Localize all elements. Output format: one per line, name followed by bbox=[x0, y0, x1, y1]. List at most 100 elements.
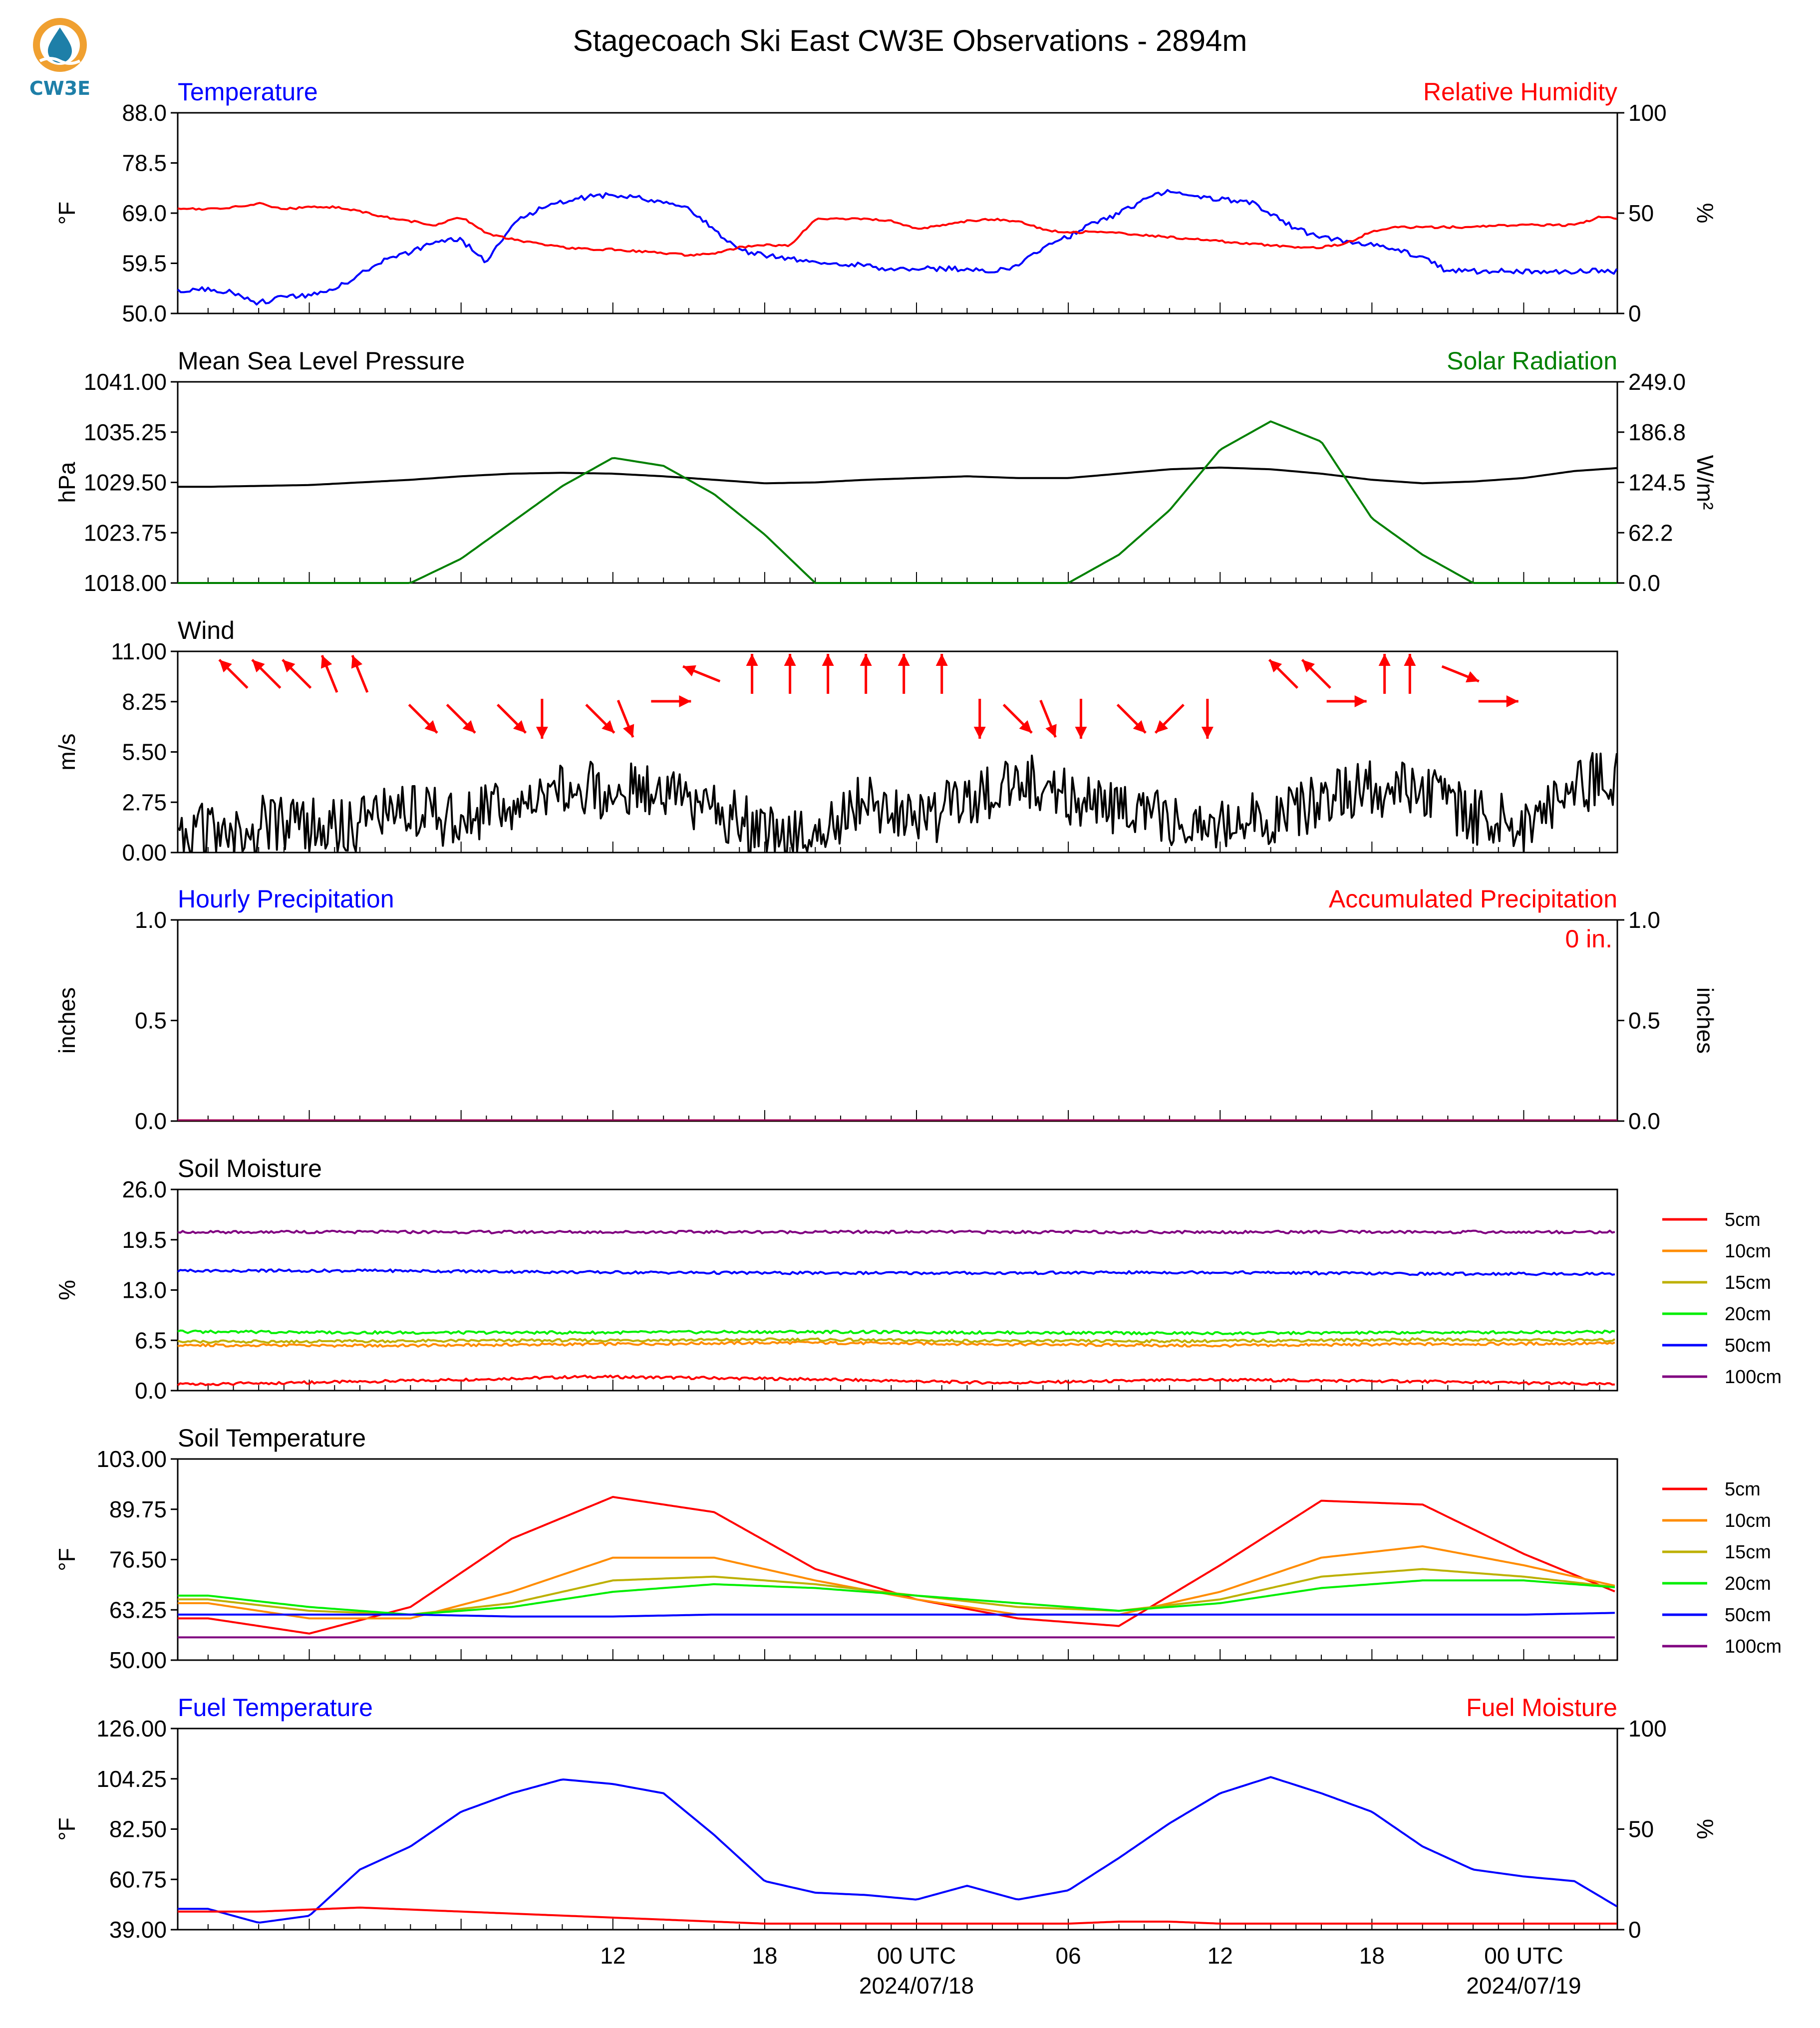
wind-arrow-head bbox=[282, 659, 296, 673]
wind-arrow-head bbox=[1201, 727, 1213, 739]
panel-temperature: Temperature Relative Humidity 50.0 59.5 69.0… bbox=[54, 78, 1718, 326]
y-tick-label: 13.0 bbox=[122, 1277, 167, 1303]
wind-arrow bbox=[1378, 654, 1391, 694]
wind-arrow bbox=[446, 703, 476, 734]
logo-drop bbox=[48, 27, 72, 63]
y-tick-label: 88.0 bbox=[122, 100, 167, 126]
legend-label: 100cm bbox=[1725, 1367, 1782, 1388]
logo-wave bbox=[39, 57, 81, 65]
y-tick-label: 5.50 bbox=[122, 739, 167, 765]
panel-title-right: Solar Radiation bbox=[1447, 347, 1617, 375]
series-fuel-moisture bbox=[178, 1906, 1617, 1925]
wind-arrow bbox=[1039, 699, 1057, 738]
y-tick-label: 0.0 bbox=[135, 1378, 167, 1404]
x-tick-label: 18 bbox=[1359, 1943, 1385, 1969]
panel-title-right: Fuel Moisture bbox=[1466, 1694, 1617, 1722]
x-tick-label: 12 bbox=[1208, 1943, 1233, 1969]
wind-arrow bbox=[408, 703, 438, 734]
panel-title-left: Temperature bbox=[178, 78, 318, 106]
logo-text: CW3E bbox=[29, 77, 90, 99]
wind-arrow bbox=[251, 658, 282, 689]
wind-arrow-head bbox=[898, 654, 910, 666]
series-5cm bbox=[177, 1374, 1615, 1387]
series-15cm bbox=[177, 1337, 1616, 1344]
wind-arrow-head bbox=[602, 720, 614, 733]
panel-title-left: Hourly Precipitation bbox=[178, 885, 394, 913]
y-tick-label-right: 0 bbox=[1628, 300, 1641, 326]
x-tick-label: 12 bbox=[600, 1943, 625, 1969]
y-axis-label-right: % bbox=[1692, 203, 1718, 224]
panel-soil_temperature: Soil Temperature 50.00 63.25 76.50 89.75 103.… bbox=[54, 1424, 1782, 1673]
y-tick-label-right: 100 bbox=[1628, 1716, 1667, 1741]
y-tick-label-right: 124.5 bbox=[1628, 470, 1686, 496]
wind-arrow-head bbox=[973, 727, 986, 739]
y-tick-label-right: 249.0 bbox=[1628, 369, 1686, 395]
y-tick-label: 50.00 bbox=[109, 1647, 167, 1673]
y-tick-label: 104.25 bbox=[96, 1766, 167, 1792]
y-tick-label-right: 50 bbox=[1628, 200, 1654, 226]
y-axis-label-right: inches bbox=[1692, 987, 1718, 1054]
plot-frame bbox=[177, 1458, 1618, 1661]
wind-arrow bbox=[282, 658, 312, 689]
wind-arrow bbox=[860, 654, 872, 694]
y-tick-label: 82.50 bbox=[109, 1816, 167, 1842]
y-tick-label: 39.00 bbox=[109, 1917, 167, 1943]
y-tick-label: 126.00 bbox=[96, 1716, 167, 1741]
wind-arrow-head bbox=[1019, 720, 1032, 733]
wind-arrow bbox=[351, 654, 369, 693]
x-tick-label: 06 bbox=[1056, 1943, 1081, 1969]
panels: Temperature Relative Humidity 50.0 59.5 69.0… bbox=[54, 78, 1782, 1943]
y-tick-label: 60.75 bbox=[109, 1866, 167, 1892]
wind-arrow-head bbox=[822, 654, 834, 666]
wind-arrow bbox=[1201, 699, 1213, 739]
wind-arrow-head bbox=[219, 659, 232, 673]
wind-arrow-head bbox=[351, 655, 363, 669]
wind-arrow bbox=[1301, 658, 1331, 689]
y-tick-label: 1023.75 bbox=[84, 520, 167, 546]
y-tick-label: 1041.00 bbox=[84, 369, 167, 395]
y-axis-label-left: °F bbox=[54, 1548, 80, 1571]
wind-arrow-head bbox=[1269, 659, 1282, 673]
x-date-label: 2024/07/19 bbox=[1466, 1973, 1581, 1999]
wind-arrow-head bbox=[746, 654, 758, 666]
x-tick-label: 00 UTC bbox=[1484, 1943, 1563, 1969]
wind-arrow-head bbox=[462, 720, 475, 733]
wind-arrow-head bbox=[1302, 659, 1315, 673]
wind-arrow-head bbox=[935, 654, 948, 666]
wind-arrow-head bbox=[424, 720, 437, 733]
wind-arrow bbox=[935, 654, 948, 694]
y-tick-label: 1.0 bbox=[135, 907, 167, 933]
series-solar-radiation bbox=[178, 420, 1617, 584]
panel-title-left: Fuel Temperature bbox=[178, 1694, 373, 1722]
wind-arrow bbox=[1075, 699, 1087, 739]
wind-arrow bbox=[1154, 703, 1185, 734]
wind-arrow-head bbox=[784, 654, 796, 666]
time-axis: 12 18 00 UTC 06 12 18 00 UTC 2024/07/18 2024/07/… bbox=[600, 1943, 1581, 1999]
wind-arrow bbox=[746, 654, 758, 694]
panel-pressure: Mean Sea Level Pressure Solar Radiation 10… bbox=[54, 347, 1718, 596]
y-tick-label-right: 0 bbox=[1628, 1917, 1641, 1943]
panel-title-left: Soil Moisture bbox=[178, 1155, 322, 1182]
series-20cm bbox=[178, 1579, 1615, 1616]
precip-total-label: 0 in. bbox=[1565, 925, 1612, 953]
y-tick-label: 1018.00 bbox=[84, 570, 167, 596]
y-tick-label: 1035.25 bbox=[84, 419, 167, 445]
legend-label: 10cm bbox=[1725, 1241, 1771, 1262]
y-tick-label: 8.25 bbox=[122, 689, 167, 715]
legend-label: 10cm bbox=[1725, 1510, 1771, 1531]
y-tick-label: 11.00 bbox=[111, 638, 167, 664]
wind-arrow bbox=[1116, 703, 1147, 734]
wind-arrow bbox=[320, 654, 338, 693]
y-axis-label-left: °F bbox=[54, 202, 80, 225]
y-axis-label-left: % bbox=[54, 1280, 80, 1300]
series-50cm bbox=[177, 1268, 1615, 1276]
wind-arrow-head bbox=[1045, 724, 1057, 738]
panel-title-left: Mean Sea Level Pressure bbox=[178, 347, 465, 375]
panel-wind: Wind 0.00 2.75 5.50 8.25 11.00 m/s bbox=[54, 616, 1618, 866]
y-tick-label: 19.5 bbox=[122, 1227, 167, 1253]
figure-title: Stagecoach Ski East CW3E Observations - … bbox=[573, 24, 1247, 57]
wind-arrow bbox=[651, 695, 691, 707]
y-tick-label: 89.75 bbox=[109, 1496, 167, 1522]
wind-arrow bbox=[822, 654, 834, 694]
wind-arrow bbox=[536, 699, 548, 739]
